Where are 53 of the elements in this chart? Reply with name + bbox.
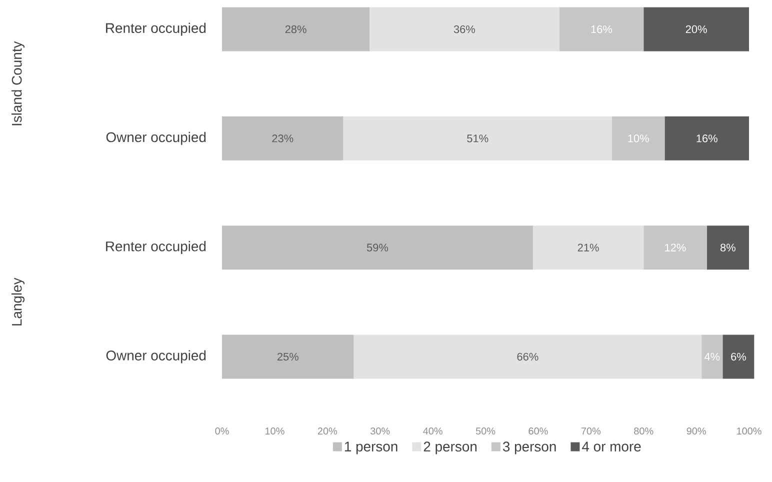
data-label: 12% — [665, 244, 686, 252]
data-label: 16% — [591, 25, 612, 34]
y-tick-label: Owner occupied — [106, 132, 206, 145]
bar — [706, 226, 750, 270]
bar — [222, 226, 533, 270]
bar — [644, 226, 707, 270]
data-label: 36% — [454, 25, 475, 34]
bar — [644, 7, 750, 52]
bar — [702, 334, 723, 379]
data-label: 8% — [720, 244, 736, 252]
data-label: 23% — [272, 134, 294, 142]
bar — [343, 116, 612, 160]
data-label: 16% — [696, 134, 718, 142]
y-tick-label: Owner occupied — [106, 350, 206, 364]
bar — [222, 334, 354, 379]
x-tick-label: 70% — [581, 428, 601, 435]
data-label: 6% — [731, 352, 746, 361]
data-label: 21% — [578, 244, 599, 252]
x-tick-label: 80% — [634, 428, 654, 435]
data-label: 59% — [366, 244, 388, 252]
x-tick-label: 0% — [215, 428, 229, 435]
bar — [222, 7, 370, 52]
bar — [722, 334, 754, 379]
x-tick-label: 50% — [476, 428, 496, 435]
bar — [559, 7, 644, 52]
legend-label: 3 person — [502, 442, 556, 454]
y-tick-label: Renter occupied — [106, 22, 206, 36]
legend-label: 2 person — [424, 442, 477, 454]
x-tick-label: 10% — [266, 428, 284, 435]
legend-label: 4 or more — [582, 442, 641, 452]
bar — [222, 116, 344, 160]
bar — [354, 334, 702, 379]
bar — [612, 116, 665, 160]
data-label: 4% — [704, 352, 720, 361]
x-tick-label: 90% — [686, 428, 706, 435]
text: Langley — [12, 278, 25, 326]
data-label: 25% — [277, 352, 298, 361]
bar — [664, 116, 750, 160]
data-label: 10% — [628, 134, 649, 142]
bar — [370, 7, 560, 52]
x-tick-label: 20% — [318, 428, 338, 435]
data-label: 51% — [467, 134, 488, 142]
y-tick-label: Renter occupied — [106, 241, 206, 254]
data-label: 20% — [686, 25, 707, 34]
bar — [532, 226, 644, 270]
legend-label: 1 person — [344, 442, 398, 454]
x-tick-label: 40% — [423, 428, 442, 435]
data-label: 28% — [285, 25, 306, 34]
data-label: 66% — [517, 352, 538, 361]
x-tick-label: 30% — [370, 428, 390, 435]
text: Island County — [12, 41, 25, 126]
x-tick-label: 100% — [737, 428, 762, 435]
x-tick-label: 60% — [528, 428, 548, 435]
